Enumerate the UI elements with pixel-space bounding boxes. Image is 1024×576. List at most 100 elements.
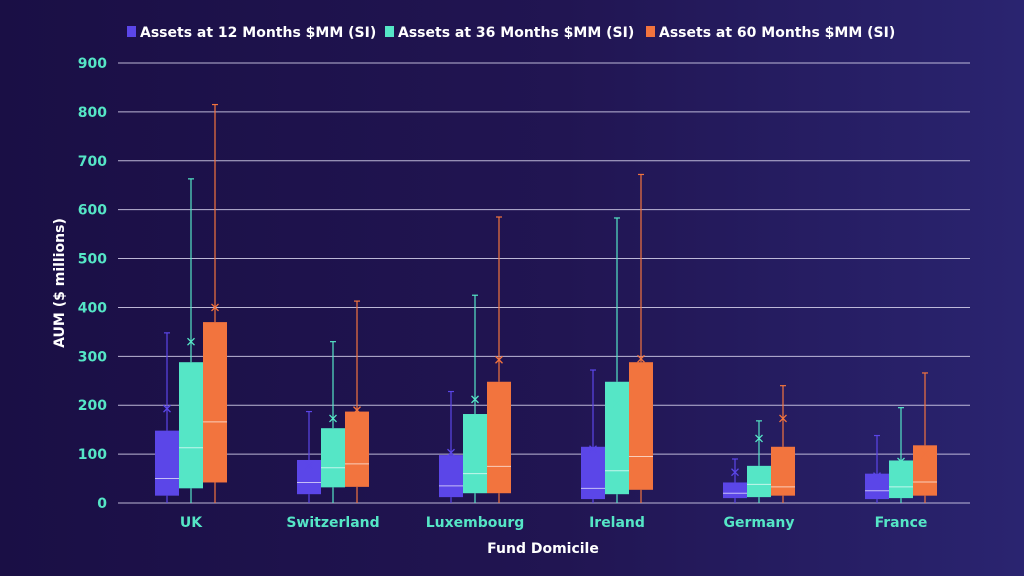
x-tick-label: Switzerland (286, 515, 379, 531)
box (889, 460, 913, 499)
mean-marker-stroke (305, 462, 313, 471)
mean-marker-stroke (637, 354, 645, 363)
mean-marker-stroke (187, 337, 195, 346)
mean-marker-stroke (779, 414, 787, 423)
box-switzerland-series-3 (345, 300, 369, 503)
legend: Assets at 12 Months $MM (SI) Assets at 36… (127, 25, 895, 41)
box (581, 446, 605, 500)
box (463, 414, 487, 494)
box (865, 473, 889, 500)
mean-marker-stroke (471, 395, 479, 404)
box-luxembourg-series-2 (463, 294, 487, 503)
box (203, 322, 227, 483)
box-uk-series-1 (155, 332, 179, 503)
y-axis-title: AUM ($ millions) (52, 218, 68, 348)
mean-marker (921, 451, 929, 460)
legend-swatch (646, 26, 655, 37)
mean-marker (211, 303, 219, 312)
y-tick-label: 0 (97, 496, 107, 512)
y-tick-label: 600 (78, 203, 107, 219)
x-tick-label: France (875, 515, 928, 531)
box-ireland-series-3 (629, 173, 653, 503)
box-france-series-1 (865, 434, 889, 503)
box (155, 430, 179, 496)
mean-marker (731, 468, 739, 477)
box (913, 445, 937, 496)
box (723, 482, 747, 499)
box-luxembourg-series-3 (487, 216, 511, 503)
legend-swatch (127, 26, 136, 37)
box-switzerland-series-2 (321, 341, 345, 503)
mean-marker (353, 406, 361, 415)
mean-marker-stroke (873, 472, 881, 481)
legend-label: Assets at 36 Months $MM (SI) (398, 25, 634, 41)
box-germany-series-2 (747, 420, 771, 503)
x-tick-label: Ireland (589, 515, 645, 531)
y-tick-label: 900 (78, 56, 107, 72)
box-france-series-3 (913, 372, 937, 503)
mean-marker (495, 355, 503, 364)
x-tick-label: Luxembourg (426, 515, 525, 531)
x-axis: UK Switzerland Luxembourg Ireland Germany Fra… (180, 515, 928, 531)
box (179, 362, 203, 489)
mean-marker-stroke (755, 434, 763, 443)
mean-marker (755, 434, 763, 443)
x-tick-label: UK (180, 515, 203, 531)
mean-marker-stroke (447, 448, 455, 457)
y-tick-label: 200 (78, 398, 107, 414)
box (439, 455, 463, 498)
mean-marker (779, 414, 787, 423)
mean-marker-stroke (495, 355, 503, 364)
box-uk-series-3 (203, 103, 227, 503)
y-tick-label: 100 (78, 447, 107, 463)
y-axis: 0 100 200 300 400 500 600 700 800 900 (78, 56, 107, 512)
legend-swatch (385, 26, 394, 37)
box-ireland-series-2 (605, 217, 629, 503)
box (487, 381, 511, 494)
mean-marker-stroke (731, 468, 739, 477)
box-france-series-2 (889, 407, 913, 503)
y-tick-label: 400 (78, 300, 107, 316)
y-tick-label: 700 (78, 154, 107, 170)
mean-marker (589, 445, 597, 454)
x-axis-title: Fund Domicile (487, 541, 599, 557)
plot-area (155, 103, 937, 503)
mean-marker-stroke (897, 457, 905, 466)
mean-marker-stroke (613, 400, 621, 409)
mean-marker-stroke (353, 406, 361, 415)
box-uk-series-2 (179, 178, 203, 503)
mean-marker-stroke (589, 445, 597, 454)
mean-marker (447, 448, 455, 457)
mean-marker (187, 337, 195, 346)
box (321, 428, 345, 488)
mean-marker (163, 404, 171, 413)
legend-label: Assets at 12 Months $MM (SI) (140, 25, 376, 41)
mean-marker-stroke (921, 451, 929, 460)
legend-label: Assets at 60 Months $MM (SI) (659, 25, 895, 41)
mean-marker (305, 462, 313, 471)
mean-marker-stroke (163, 404, 171, 413)
box (629, 362, 653, 490)
y-tick-label: 800 (78, 105, 107, 121)
mean-marker (637, 354, 645, 363)
mean-marker (471, 395, 479, 404)
box-germany-series-3 (771, 385, 795, 503)
box-switzerland-series-1 (297, 410, 321, 503)
box (605, 381, 629, 495)
box (297, 459, 321, 495)
mean-marker (897, 457, 905, 466)
grid (118, 62, 970, 504)
y-tick-label: 500 (78, 252, 107, 268)
x-tick-label: Germany (723, 515, 794, 531)
box (771, 446, 795, 496)
box (345, 411, 369, 487)
mean-marker-stroke (211, 303, 219, 312)
y-tick-label: 300 (78, 349, 107, 365)
box-germany-series-1 (723, 458, 747, 503)
mean-marker-stroke (329, 414, 337, 423)
box-ireland-series-1 (581, 369, 605, 503)
mean-marker (613, 400, 621, 409)
mean-marker (329, 414, 337, 423)
box-luxembourg-series-1 (439, 390, 463, 503)
